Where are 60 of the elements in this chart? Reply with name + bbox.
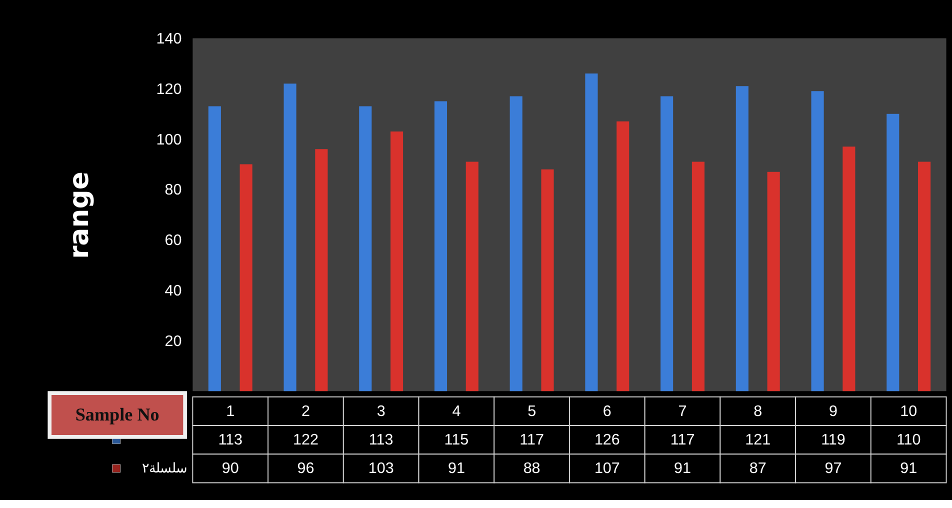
data-label: 87 [749, 460, 766, 478]
x-tick-label: 4 [452, 402, 462, 420]
bar [918, 162, 931, 392]
bar [660, 96, 674, 392]
y-tick-label: 140 [156, 30, 182, 48]
bar [466, 162, 478, 392]
x-tick-label: 7 [678, 402, 687, 420]
bar [510, 96, 522, 392]
bar [692, 162, 704, 392]
x-tick-label: 1 [226, 402, 235, 420]
bar [208, 106, 221, 392]
bar [842, 146, 856, 392]
x-tick-label: 2 [301, 402, 310, 420]
data-label: 126 [594, 432, 620, 449]
data-label: 113 [368, 432, 394, 449]
bar [811, 91, 824, 392]
x-tick-label: 8 [754, 402, 762, 420]
bar [434, 101, 448, 392]
data-label: 97 [824, 460, 842, 478]
data-label: 107 [594, 460, 620, 478]
data-label: 88 [523, 460, 540, 478]
data-label: 91 [900, 460, 918, 478]
x-tick-label: 6 [602, 402, 612, 420]
y-tick-label: 20 [164, 333, 182, 350]
data-label: 113 [218, 432, 243, 449]
data-label: 91 [448, 460, 465, 478]
data-label: 110 [896, 432, 921, 449]
data-label: 117 [670, 432, 695, 449]
x-tick-label: 10 [900, 402, 918, 420]
y-tick-label: 120 [156, 80, 182, 98]
bar [616, 121, 630, 392]
data-label: 119 [821, 432, 846, 449]
data-label: 96 [297, 460, 314, 478]
data-label: 121 [745, 432, 771, 449]
x-tick-label: 3 [376, 402, 386, 420]
x-tick-label: 5 [528, 402, 536, 420]
y-tick-label: 80 [164, 182, 182, 199]
y-axis-title: range [64, 171, 96, 259]
bar [315, 149, 328, 392]
x-axis-title: Sample No [75, 404, 160, 425]
bar [359, 106, 372, 392]
bar [886, 114, 900, 392]
bar [390, 132, 404, 392]
y-tick-label: 100 [156, 131, 182, 148]
y-tick-label: 40 [164, 282, 182, 300]
y-tick-label: 60 [164, 232, 182, 250]
bar [284, 84, 296, 392]
data-label: 91 [674, 460, 692, 478]
data-label: 90 [222, 460, 239, 478]
x-tick-label: 9 [828, 402, 838, 420]
legend-label: سلسلة٢ [142, 460, 187, 476]
bar [240, 164, 252, 392]
bar [585, 74, 598, 392]
bar [767, 172, 780, 392]
data-label: 115 [444, 432, 469, 449]
bar [541, 169, 554, 392]
data-label: 103 [368, 460, 394, 478]
bar [736, 86, 748, 392]
data-label: 122 [293, 432, 318, 449]
data-label: 117 [520, 432, 544, 449]
